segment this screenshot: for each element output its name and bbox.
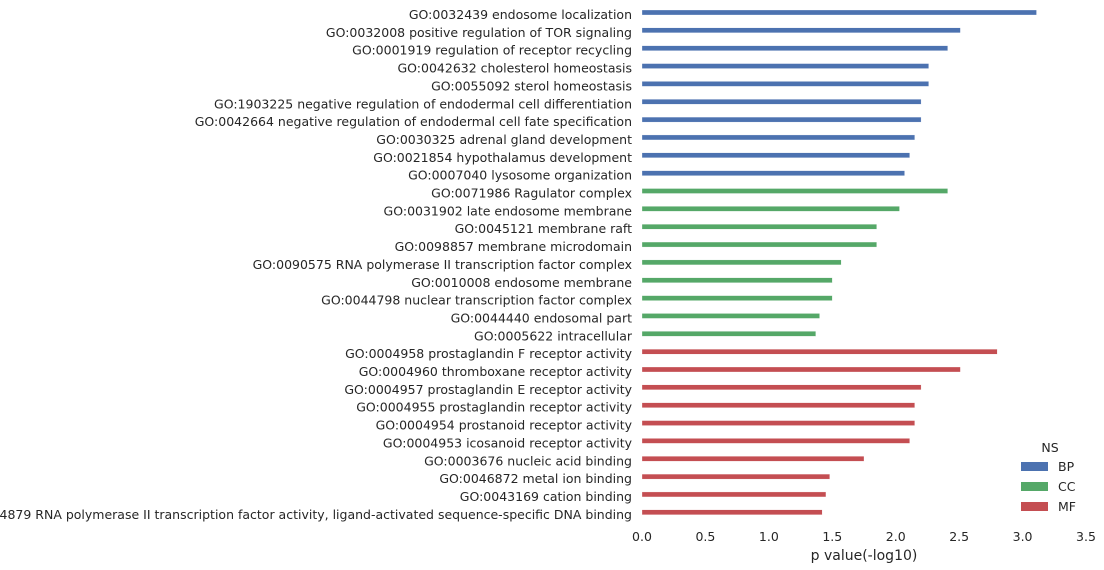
bar-mf-20 — [641, 348, 998, 355]
category-label: GO:0098857 membrane microdomain — [395, 239, 632, 254]
bar-cc-13 — [641, 224, 877, 230]
legend-label-cc: CC — [1058, 479, 1076, 494]
category-label: GO:0007040 lysosome organization — [408, 168, 632, 183]
category-label: GO:0004953 icosanoid receptor activity — [383, 435, 633, 450]
bar-mf-29 — [641, 509, 823, 515]
bar-mf-23 — [641, 402, 915, 408]
bar-mf-25 — [641, 438, 910, 444]
bar-mf-22 — [641, 384, 922, 391]
x-tick-label: 2.5 — [949, 529, 969, 544]
category-label: GO:0071986 Ragulator complex — [431, 186, 632, 201]
x-tick-label: 3.0 — [1013, 529, 1033, 544]
bar-bp-4 — [641, 63, 929, 69]
category-label: GO:0046872 metal ion binding — [439, 471, 632, 486]
x-tick-label: 0.0 — [632, 529, 652, 544]
bar-cc-12 — [641, 206, 900, 212]
bar-mf-24 — [641, 420, 915, 426]
category-label: GO:0004954 prostanoid receptor activity — [376, 418, 633, 433]
category-label: GO:0005622 intracellular — [474, 328, 633, 343]
bar-mf-28 — [641, 491, 827, 498]
category-label: GO:0010008 endosome membrane — [411, 275, 632, 290]
category-label: GO:0055092 sterol homeostasis — [431, 78, 632, 93]
bars-group — [641, 9, 1037, 515]
category-label: GO:0004955 prostaglandin receptor activi… — [356, 400, 632, 415]
bar-bp-9 — [641, 152, 910, 158]
bar-cc-15 — [641, 259, 842, 266]
bar-cc-14 — [641, 241, 877, 248]
bar-cc-18 — [641, 313, 820, 319]
bar-bp-2 — [641, 27, 961, 34]
category-label: GO:0003676 nucleic acid binding — [424, 453, 632, 468]
category-label: GO:0001919 regulation of receptor recycl… — [352, 43, 632, 58]
bar-bp-6 — [641, 99, 922, 105]
legend-label-mf: MF — [1058, 499, 1076, 514]
category-label: GO:0021854 hypothalamus development — [373, 150, 632, 165]
category-label: GO:1903225 negative regulation of endode… — [214, 96, 632, 111]
category-label: GO:0045121 membrane raft — [455, 221, 633, 236]
category-label: GO:0044440 endosomal part — [451, 310, 633, 325]
bar-cc-17 — [641, 295, 833, 301]
category-label: GO:0090575 RNA polymerase II transcripti… — [253, 257, 632, 272]
category-label: GO:0032008 positive regulation of TOR si… — [326, 25, 632, 40]
bar-bp-5 — [641, 81, 929, 87]
category-label: GO:0004960 thromboxane receptor activity — [359, 364, 633, 379]
category-label: GO:0042632 cholesterol homeostasis — [398, 61, 633, 76]
bar-mf-27 — [641, 473, 830, 480]
x-axis-label: p value(-log10) — [811, 548, 918, 564]
bar-bp-8 — [641, 134, 915, 141]
bar-mf-21 — [641, 366, 961, 373]
category-label: GO:0004957 prostaglandin E receptor acti… — [344, 382, 632, 397]
category-label: GO:0004879 RNA polymerase II transcripti… — [0, 507, 632, 522]
x-tick-label: 1.0 — [759, 529, 779, 544]
x-tick-labels-group: 0.0 0.5 1.0 1.5 2.0 2.5 3.0 3.5 — [632, 529, 1096, 544]
bar-bp-3 — [641, 45, 948, 51]
x-tick-label: 2.0 — [886, 529, 906, 544]
legend-swatch-mf — [1021, 502, 1048, 511]
category-label: GO:0031902 late endosome membrane — [384, 203, 633, 218]
x-tick-label: 0.5 — [695, 529, 715, 544]
legend: NS BP CC MF — [1021, 440, 1076, 514]
bar-cc-19 — [641, 331, 816, 337]
bar-mf-26 — [641, 456, 865, 462]
category-label: GO:0042664 negative regulation of endode… — [195, 114, 632, 129]
bar-bp-1 — [641, 9, 1037, 16]
bar-bp-10 — [641, 170, 905, 176]
legend-swatch-cc — [1021, 482, 1048, 491]
legend-label-bp: BP — [1058, 459, 1075, 474]
category-label: GO:0004958 prostaglandin F receptor acti… — [345, 346, 633, 361]
legend-swatch-bp — [1021, 462, 1048, 471]
bar-cc-16 — [641, 277, 833, 283]
category-label: GO:0044798 nuclear transcription factor … — [321, 293, 632, 308]
category-label: GO:0032439 endosome localization — [409, 7, 632, 22]
x-tick-label: 1.5 — [822, 529, 842, 544]
bar-bp-7 — [641, 116, 922, 123]
bar-cc-11 — [641, 188, 948, 194]
category-label: GO:0030325 adrenal gland development — [376, 132, 632, 147]
category-labels-group: GO:0032439 endosome localization GO:00320… — [0, 7, 633, 522]
x-tick-label: 3.5 — [1076, 529, 1096, 544]
category-label: GO:0043169 cation binding — [460, 489, 632, 504]
legend-title: NS — [1041, 440, 1058, 455]
